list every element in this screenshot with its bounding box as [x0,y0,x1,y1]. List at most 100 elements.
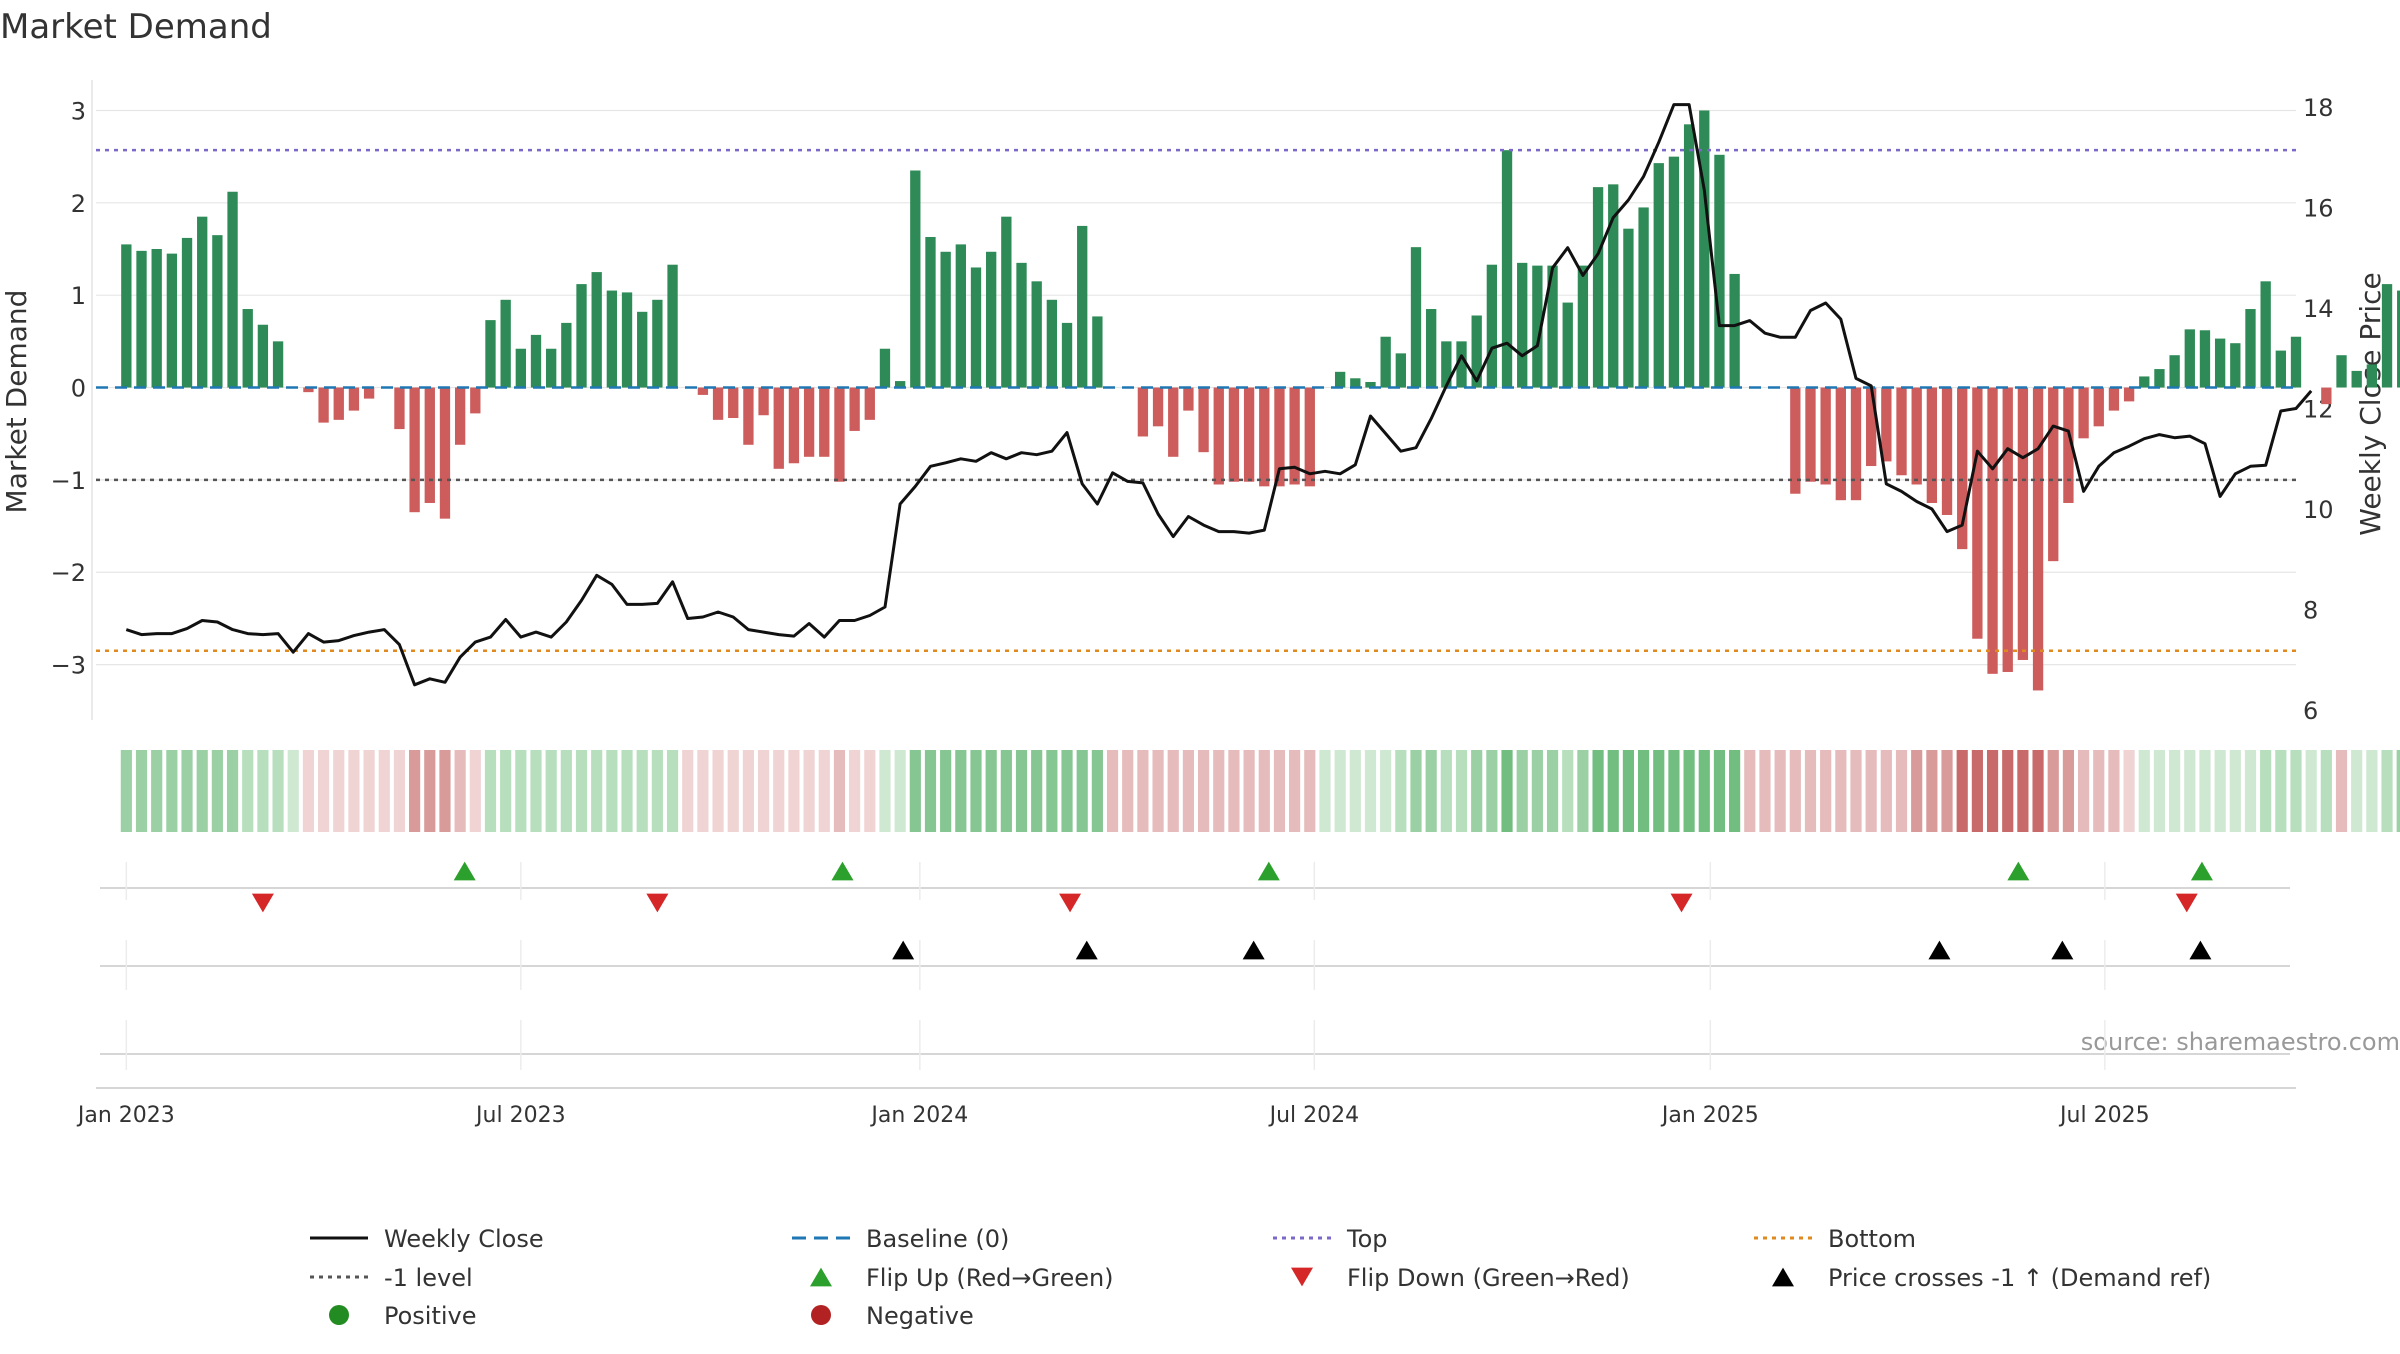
heat-strip-cell [2396,750,2400,832]
demand-bar [500,299,511,388]
demand-bar [2154,369,2165,388]
demand-bar [788,387,800,464]
demand-bar [743,387,754,445]
heat-strip-cell [2260,750,2272,832]
x-tick-label: Jan 2025 [1660,1103,1759,1128]
y2-tick-label: 16 [2303,195,2334,223]
heat-strip-cell [666,750,679,832]
x-tick-label: Jul 2024 [1268,1103,1360,1128]
demand-bar [606,290,618,388]
heat-strip-cell [2366,750,2378,832]
heat-strip-cell [803,750,815,832]
y2-tick-label: 10 [2303,496,2334,524]
demand-bar [591,272,602,388]
price-cross-marker [1928,940,1951,960]
legend-label: Negative [866,1302,974,1330]
demand-bar [2214,338,2226,388]
heat-strip-cell [1607,750,1619,832]
heat-strip-cell [378,750,390,832]
heat-strip-cell [2351,750,2363,832]
demand-bar [470,387,481,414]
demand-bar [1061,322,1073,388]
demand-bar [227,191,238,388]
legend-label: Flip Up (Red→Green) [866,1264,1114,1292]
demand-bar [2381,284,2393,388]
heat-strip-cell [2108,750,2120,832]
y2-tick-label: 6 [2303,697,2318,725]
demand-bar [1881,387,1892,462]
heat-strip-cell [2184,750,2196,832]
flip-down-marker [1670,893,1693,913]
heat-strip-cell [2032,750,2044,832]
demand-bar [1259,387,1270,487]
heat-strip-cell [924,750,937,832]
heat-strip-cell [1410,750,1422,832]
heat-strip-cell [166,750,178,832]
heat-strip-cell [2169,750,2181,832]
demand-bar [712,387,724,420]
demand-bar [2351,370,2362,388]
heat-strip-cell [1986,750,1999,832]
heat-strip-cell [1228,750,1240,832]
heat-strip-cell [151,750,163,832]
heat-strip-cell [1729,750,1741,832]
heat-strip-cell [1015,750,1028,832]
heat-strip-cell [1273,750,1286,832]
heat-strip-cell [742,750,754,832]
heat-strip-cell [833,750,846,832]
demand-bar [576,284,587,388]
price-cross-marker [2189,940,2212,960]
heat-strip-cell [1622,750,1634,832]
heat-strip-cell [439,750,451,832]
demand-bar [2275,350,2286,388]
heat-strip-cell [1592,750,1604,832]
demand-bar [1395,353,1406,388]
y2-axis-label: Weekly Close Price [2354,272,2387,535]
demand-bar [1623,228,1634,388]
heat-strip-cell [2017,750,2029,832]
heat-strip-cell [955,750,967,832]
legend-label: -1 level [384,1264,473,1292]
demand-bar [1304,387,1315,487]
heat-strip-cell [2244,750,2257,832]
demand-bar [1183,387,1194,411]
heat-strip-cell [1198,750,1210,832]
heat-strip-cell [1850,750,1862,832]
heat-strip-cell [2047,750,2059,832]
demand-bar [955,244,966,388]
demand-bar [454,387,466,445]
demand-bar [652,299,663,388]
flip-up-marker [2190,861,2213,881]
y-tick-label: 1 [71,282,86,310]
demand-bar [1957,387,1968,550]
demand-bar [1168,387,1179,457]
heat-strip-cell [2138,750,2150,832]
heat-strip-cell [348,750,360,832]
demand-bar [242,309,253,388]
heat-strip-cell [363,750,375,832]
heat-strip-cell [1258,750,1270,832]
heat-strip-cell [1364,750,1377,832]
heat-strip-cell [1395,750,1407,832]
heat-strip-cell [2381,750,2393,832]
heat-strip-cell [1577,750,1589,832]
heat-strip-cell [1895,750,1908,832]
demand-bar [1486,264,1498,388]
demand-bar [2290,336,2302,388]
demand-bar [515,348,526,388]
price-cross-marker [1242,940,1265,960]
price-cross-marker [892,940,915,960]
heat-strip-cell [333,750,345,832]
x-tick-label: Jan 2024 [869,1103,968,1128]
demand-bar [2230,343,2241,388]
heat-strip-cell [727,750,739,832]
demand-bar [940,251,951,388]
demand-bar [561,322,572,388]
demand-bar [439,387,451,519]
demand-bar [1410,247,1422,388]
flip-down-marker [1059,893,1082,913]
heat-strip-cell [257,750,269,832]
demand-bar [2078,387,2089,439]
heat-strip-cell [1031,750,1043,832]
